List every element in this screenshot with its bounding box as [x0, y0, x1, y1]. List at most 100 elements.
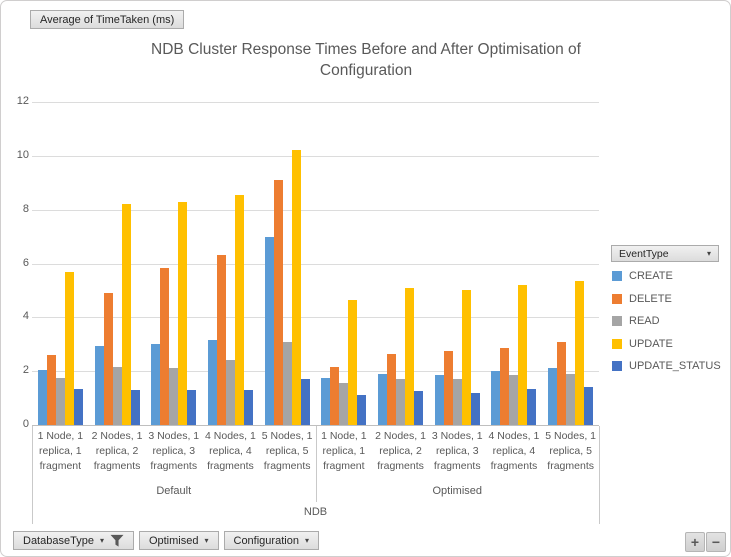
zoom-out-button[interactable]: − — [706, 532, 726, 552]
y-axis-label: 8 — [22, 202, 29, 215]
chevron-down-icon: ▾ — [99, 535, 104, 545]
category-area-right-border — [599, 426, 600, 524]
group-divider — [315, 426, 317, 502]
category-label: 5 Nodes, 1 replica, 5 fragments — [545, 430, 597, 472]
zoom-in-button[interactable]: + — [685, 532, 705, 552]
gridline — [32, 209, 599, 211]
bar-READ — [112, 367, 122, 425]
group-label-default: Default — [156, 485, 192, 497]
y-axis-label: 4 — [22, 310, 29, 323]
category-label: 2 Nodes, 1 replica, 2 fragments — [91, 430, 143, 472]
gridline — [32, 263, 599, 265]
legend-swatch-icon — [612, 293, 622, 304]
filter-funnel-icon — [110, 534, 124, 547]
category-label: 2 Nodes, 1 replica, 2 fragments — [375, 430, 426, 472]
bar-UPDATE — [518, 285, 528, 425]
legend-field-button[interactable]: EventType ▾ — [611, 245, 719, 262]
bar-UPDATE_STATUS — [414, 391, 424, 425]
bar-READ — [566, 373, 576, 425]
legend-label: DELETE — [629, 292, 672, 305]
legend-label: READ — [629, 315, 660, 328]
bar-DELETE — [557, 341, 567, 425]
bar-UPDATE_STATUS — [300, 379, 310, 425]
gridline — [32, 317, 599, 319]
legend-swatch-icon — [612, 338, 622, 349]
bar-CREATE — [321, 377, 331, 425]
y-axis-label: 2 — [22, 364, 29, 377]
legend-item-READ: READ — [612, 310, 730, 333]
axis-field-buttons: DatabaseType ▾ Optimised ▾ Configuration ▾ — [13, 531, 319, 550]
bar-UPDATE — [178, 201, 188, 425]
bar-DELETE — [387, 353, 397, 425]
value-field-button[interactable]: Average of TimeTaken (ms) — [30, 10, 185, 29]
y-axis-label: 6 — [22, 256, 29, 269]
bar-DELETE — [500, 348, 510, 425]
bar-CREATE — [548, 368, 558, 425]
bar-CREATE — [207, 340, 217, 425]
x-axis-line — [32, 425, 599, 426]
bar-READ — [452, 379, 462, 425]
chevron-down-icon: ▾ — [706, 248, 711, 258]
bar-CREATE — [264, 236, 274, 425]
legend-swatch-icon — [612, 361, 622, 372]
bar-UPDATE — [348, 299, 358, 425]
field-button-label: Optimised — [148, 534, 199, 547]
bar-UPDATE_STATUS — [527, 388, 537, 425]
bar-UPDATE_STATUS — [357, 395, 367, 425]
gridline — [32, 155, 599, 157]
category-area-left-border — [32, 426, 33, 524]
legend-swatch-icon — [612, 316, 622, 327]
value-field-label: Average of TimeTaken (ms) — [40, 13, 175, 26]
category-label: 4 Nodes, 1 replica, 4 fragments — [488, 430, 540, 472]
bar-UPDATE — [575, 281, 585, 425]
axis-group-title: NDB — [303, 506, 328, 518]
category-label: 1 Node, 1 replica, 1 fragment — [37, 430, 84, 472]
databasetype-field-button[interactable]: DatabaseType ▾ — [13, 531, 134, 550]
bar-CREATE — [491, 371, 501, 425]
legend-item-UPDATE_STATUS: UPDATE_STATUS — [612, 355, 730, 378]
gridline — [32, 102, 599, 103]
bar-READ — [339, 383, 349, 425]
category-label: 1 Node, 1 replica, 1 fragment — [321, 430, 367, 472]
bar-READ — [282, 341, 292, 425]
bar-DELETE — [330, 367, 340, 425]
category-label: 5 Nodes, 1 replica, 5 fragments — [261, 430, 313, 472]
legend: CREATE DELETE READ UPDATE UPDATE_STATUS — [612, 265, 730, 378]
bar-UPDATE — [461, 290, 471, 425]
bar-DELETE — [160, 267, 170, 425]
configuration-field-button[interactable]: Configuration ▾ — [223, 531, 319, 550]
bar-CREATE — [94, 345, 104, 425]
bar-UPDATE_STATUS — [73, 388, 83, 425]
bar-READ — [55, 377, 65, 425]
bar-CREATE — [151, 344, 161, 425]
y-axis-label: 0 — [22, 418, 29, 430]
bar-DELETE — [273, 180, 283, 425]
bar-UPDATE — [64, 271, 74, 425]
group-label-optimised: Optimised — [432, 485, 483, 497]
bar-READ — [225, 360, 235, 425]
bar-CREATE — [434, 375, 444, 425]
optimised-field-button[interactable]: Optimised ▾ — [138, 531, 219, 550]
bar-UPDATE_STATUS — [470, 392, 480, 425]
bar-UPDATE_STATUS — [584, 387, 594, 425]
bar-CREATE — [37, 369, 47, 425]
legend-label: UPDATE_STATUS — [629, 360, 721, 373]
bar-CREATE — [378, 373, 388, 425]
category-label: 3 Nodes, 1 replica, 3 fragments — [148, 430, 200, 472]
legend-field-label: EventType — [619, 247, 669, 260]
field-button-label: DatabaseType — [23, 534, 94, 547]
bar-UPDATE_STATUS — [187, 390, 197, 425]
bar-UPDATE_STATUS — [243, 390, 253, 425]
bar-UPDATE — [405, 287, 415, 425]
bar-UPDATE — [121, 204, 131, 425]
legend-label: CREATE — [629, 270, 673, 283]
chevron-down-icon: ▾ — [304, 535, 309, 545]
bar-UPDATE_STATUS — [130, 390, 140, 425]
gridline — [32, 371, 599, 373]
legend-item-DELETE: DELETE — [612, 288, 730, 311]
legend-label: UPDATE — [629, 337, 673, 350]
y-axis-label: 10 — [16, 148, 29, 161]
bar-READ — [509, 375, 519, 425]
bar-READ — [396, 379, 406, 425]
